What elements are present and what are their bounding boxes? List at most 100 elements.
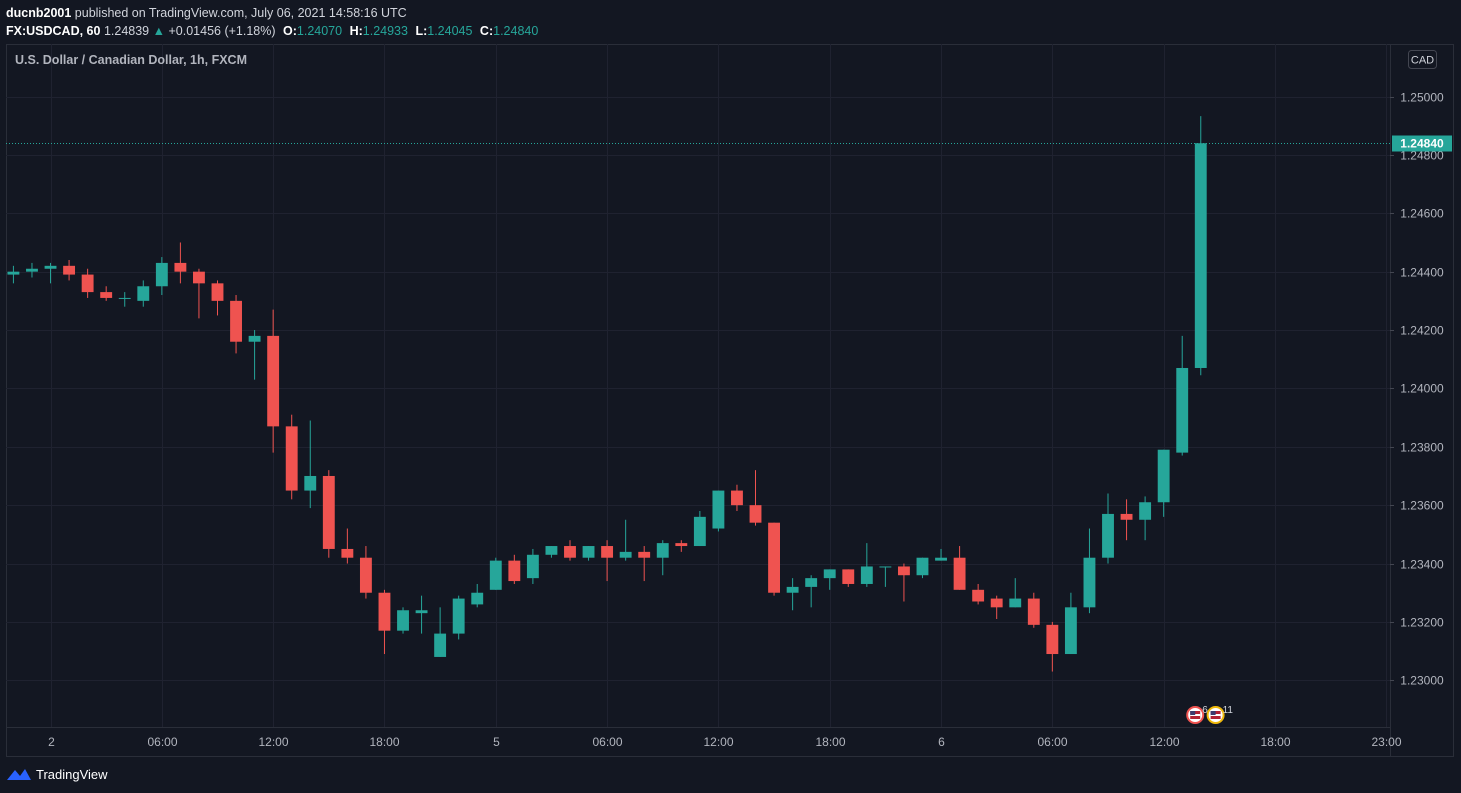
ohlc-legend: FX:USDCAD, 60 1.24839 ▲ +0.01456 (+1.18%… (6, 22, 538, 40)
candle-body (731, 490, 743, 506)
candle (378, 589, 391, 655)
candle-body (248, 335, 261, 342)
author-name[interactable]: ducnb2001 (6, 6, 72, 20)
candle (1157, 449, 1170, 517)
published-text: published on TradingView.com, July 06, 2… (71, 6, 407, 20)
candle (341, 528, 354, 564)
candle (1120, 499, 1133, 541)
price-tick-label: 1.24000 (1400, 382, 1444, 396)
candle-body (1064, 607, 1077, 655)
candle-body (341, 548, 354, 558)
candle (712, 490, 725, 532)
candle-body (526, 554, 539, 579)
candle (731, 484, 743, 512)
price-tick-label: 1.24800 (1400, 149, 1444, 163)
candle-body (675, 543, 688, 547)
candle (675, 540, 688, 552)
candle-body (193, 271, 205, 284)
candle (749, 470, 762, 526)
candle-body (582, 546, 595, 558)
candle (211, 280, 224, 316)
candle (601, 540, 614, 582)
candle-body (1102, 513, 1114, 558)
tradingview-logo-icon (7, 769, 31, 780)
candle (137, 280, 150, 307)
candle (63, 259, 76, 281)
candle (990, 595, 1003, 620)
candle-body (415, 610, 428, 614)
time-tick-label: 06:00 (592, 735, 622, 749)
candle-body (471, 592, 484, 605)
footer[interactable]: TradingView (6, 764, 108, 784)
candle-body (267, 335, 280, 427)
candle (656, 540, 669, 576)
candle-body (1009, 598, 1022, 608)
candle-body (322, 475, 335, 549)
candle-body (489, 560, 502, 590)
candle-body (434, 633, 447, 657)
us-flag-icon: 6 (1186, 705, 1208, 724)
price-tick-label: 1.23400 (1400, 558, 1444, 572)
candle-body (935, 557, 947, 561)
candle (81, 268, 94, 298)
last-price-layer: 1.24840 (6, 135, 1452, 152)
price-tick-label: 1.24400 (1400, 266, 1444, 280)
time-tick-label: 18:00 (369, 735, 399, 749)
candle-body (1027, 598, 1040, 625)
change-arrow-icon: ▲ (152, 24, 165, 38)
candle-body (137, 286, 150, 301)
candle (897, 563, 910, 602)
candle-body (359, 557, 372, 593)
candle (823, 569, 836, 590)
candle (434, 607, 447, 657)
candle (953, 546, 966, 590)
candle (248, 330, 261, 380)
candle (397, 607, 409, 634)
candle-body (545, 546, 558, 555)
candle-body (805, 578, 818, 587)
candle-body (285, 426, 298, 491)
candle-body (601, 546, 614, 558)
currency-button[interactable]: CAD (1408, 50, 1437, 69)
candle-body (174, 262, 187, 272)
candle (916, 557, 929, 579)
candle (1176, 335, 1189, 456)
open-value: 1.24070 (296, 24, 343, 38)
candle (508, 554, 521, 584)
candle-body (1157, 449, 1170, 503)
candlestick-chart[interactable]: 1.23000 1.23200 1.23400 1.23600 1.23800 1.240… (6, 44, 1454, 757)
event-count: 6 (1202, 705, 1208, 716)
candle (1083, 528, 1096, 614)
candle-body (1046, 624, 1059, 655)
chart-frame[interactable]: 1.23000 1.23200 1.23400 1.23600 1.23800 1.240… (6, 44, 1454, 757)
time-tick-label: 06:00 (147, 735, 177, 749)
time-tick-label: 18:00 (815, 735, 845, 749)
price-tick-label: 1.24600 (1400, 207, 1444, 221)
candle-body (860, 566, 873, 584)
price-tick-label: 1.23200 (1400, 616, 1444, 630)
candle (860, 543, 873, 587)
time-tick-label: 5 (493, 735, 500, 749)
candle (230, 295, 242, 354)
candle-body (44, 265, 57, 269)
candle (7, 265, 20, 284)
candle (768, 522, 781, 596)
candle-body (63, 265, 76, 275)
price-axis[interactable]: 1.23000 1.23200 1.23400 1.23600 1.23800 1.240… (1390, 91, 1444, 688)
time-axis[interactable]: 2 06:00 12:00 18:00 5 06:00 12:00 18:00 6 06:00 12… (48, 735, 1402, 749)
price-tick-label: 1.25000 (1400, 91, 1444, 105)
candle (1027, 592, 1040, 628)
candle (1102, 493, 1114, 564)
candle (1194, 116, 1207, 376)
candle-body (564, 546, 576, 558)
flag-canton (1210, 711, 1216, 715)
candle (693, 511, 706, 547)
candle (415, 595, 428, 634)
publish-info: ducnb2001 published on TradingView.com, … (6, 4, 538, 22)
candle (1009, 578, 1022, 608)
candle (1046, 621, 1059, 672)
symbol-label: FX:USDCAD, 60 (6, 24, 101, 38)
event-markers: 6 11 (1186, 705, 1233, 724)
candle-body (842, 569, 855, 584)
candle-body (897, 566, 910, 576)
